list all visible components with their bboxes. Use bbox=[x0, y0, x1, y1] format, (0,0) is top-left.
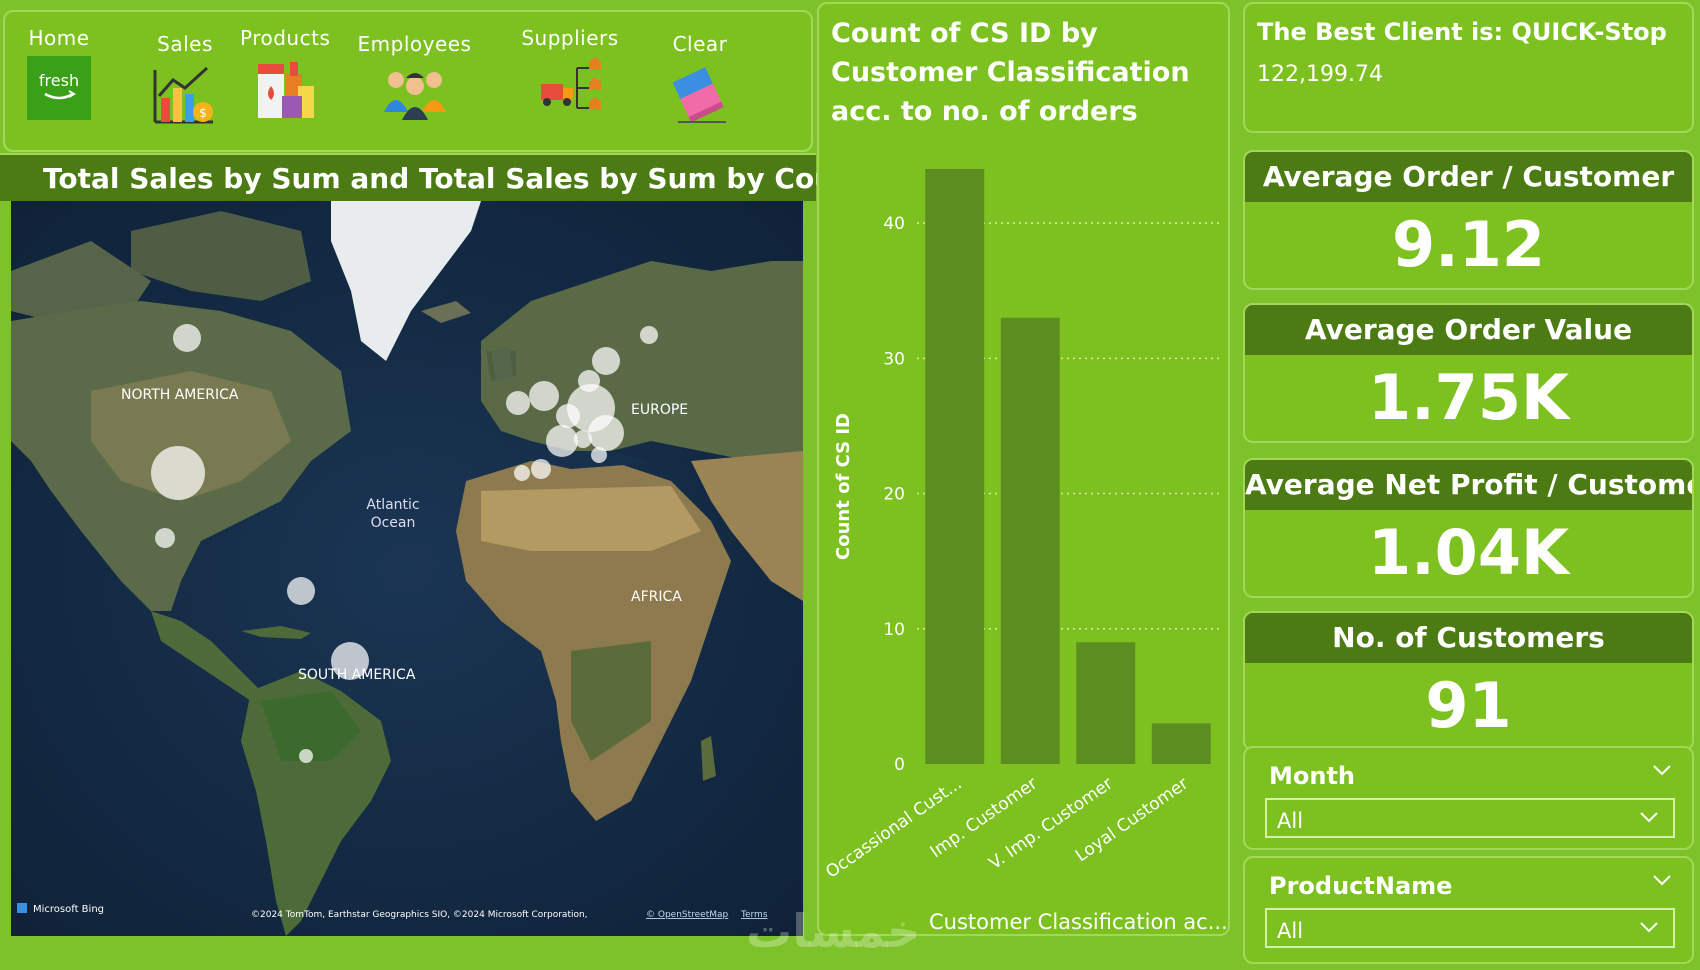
africa-land bbox=[456, 461, 731, 821]
sales-bubble[interactable] bbox=[299, 749, 313, 763]
best-client-value: 122,199.74 bbox=[1257, 62, 1383, 87]
month-slicer-label: Month bbox=[1269, 762, 1356, 790]
watermark-text: خمسات bbox=[746, 904, 921, 958]
chart-bar[interactable] bbox=[925, 169, 985, 764]
fresh-logo-icon: fresh bbox=[27, 56, 91, 120]
chart-bar[interactable] bbox=[1000, 317, 1060, 764]
sales-bubble[interactable] bbox=[514, 465, 530, 481]
kpi-label: No. of Customers bbox=[1245, 613, 1692, 663]
chart-y-tick-label: 30 bbox=[883, 349, 905, 369]
kpi-card-avg-order-customer: Average Order / Customer 9.12 bbox=[1243, 150, 1694, 290]
productname-dropdown-value: All bbox=[1277, 919, 1304, 943]
sales-bubble[interactable] bbox=[173, 324, 201, 352]
chevron-down-icon[interactable] bbox=[1652, 874, 1672, 886]
nav-products-button[interactable]: Products bbox=[240, 26, 330, 122]
nav-clear-button[interactable]: Clear bbox=[665, 32, 735, 126]
map-title: Total Sales by Sum and Total Sales by Su… bbox=[43, 162, 900, 195]
chart-y-tick-label: 0 bbox=[894, 755, 905, 775]
productname-slicer-label: ProductName bbox=[1269, 872, 1453, 900]
map-attribution: ©2024 TomTom, Earthstar Geographics SIO,… bbox=[251, 910, 588, 920]
nav-sales-button[interactable]: Sales $ bbox=[150, 32, 220, 126]
chart-title: Count of CS ID by Customer Classificatio… bbox=[831, 18, 1190, 127]
sales-bubble[interactable] bbox=[591, 447, 607, 463]
chart-x-tick-label: Occassional Cust... bbox=[822, 774, 965, 883]
world-map[interactable]: NORTH AMERICA EUROPE Atlantic Ocean AFRI… bbox=[11, 201, 803, 936]
navigation-panel: Home fresh Sales $ Products bbox=[3, 10, 813, 152]
classification-chart-panel: 0 10 20 30 40 Occassional Cust... Imp. Custom… bbox=[817, 2, 1230, 936]
label-atlantic: Atlantic bbox=[366, 497, 419, 513]
sales-bubble[interactable] bbox=[588, 415, 624, 451]
nav-products-label: Products bbox=[240, 26, 331, 50]
sales-bubbles bbox=[151, 324, 658, 763]
label-north-america: NORTH AMERICA bbox=[121, 387, 239, 403]
chevron-down-icon bbox=[1640, 922, 1658, 933]
terms-link[interactable]: Terms bbox=[740, 910, 768, 920]
chart-y-tick-label: 10 bbox=[883, 620, 905, 640]
sales-chart-icon: $ bbox=[153, 66, 213, 124]
sales-bubble[interactable] bbox=[556, 404, 580, 428]
products-icon bbox=[258, 62, 314, 118]
label-ocean: Ocean bbox=[371, 515, 416, 531]
productname-slicer: ProductName All bbox=[1243, 856, 1694, 964]
sales-bubble[interactable] bbox=[506, 391, 530, 415]
chart-y-tick-label: 20 bbox=[883, 485, 905, 505]
svg-text:fresh: fresh bbox=[39, 71, 79, 90]
best-client-title: The Best Client is: QUICK-Stop bbox=[1257, 18, 1667, 46]
kpi-card-avg-order-value: Average Order Value 1.75K bbox=[1243, 303, 1694, 443]
sales-bubble[interactable] bbox=[640, 326, 658, 344]
nav-home-label: Home bbox=[28, 26, 90, 50]
chart-bar[interactable] bbox=[1151, 723, 1211, 764]
chart-y-tick-label: 40 bbox=[883, 214, 905, 234]
nav-home-button[interactable]: Home fresh bbox=[25, 26, 93, 120]
chart-x-axis-title: Customer Classification ac... bbox=[929, 910, 1228, 934]
chevron-down-icon[interactable] bbox=[1652, 764, 1672, 776]
nav-employees-button[interactable]: Employees bbox=[357, 32, 472, 122]
kpi-label: Average Order Value bbox=[1245, 305, 1692, 355]
kpi-card-no-customers: No. of Customers 91 bbox=[1243, 611, 1694, 751]
sales-bubble[interactable] bbox=[529, 381, 559, 411]
sales-bubble[interactable] bbox=[331, 642, 369, 680]
month-dropdown[interactable]: All bbox=[1265, 798, 1675, 838]
month-dropdown-value: All bbox=[1277, 809, 1304, 833]
map-attribution-bing: Microsoft Bing bbox=[33, 904, 104, 915]
suppliers-icon bbox=[541, 57, 601, 110]
chart-bar[interactable] bbox=[1076, 642, 1136, 764]
sales-bubble[interactable] bbox=[592, 347, 620, 375]
sales-bubble[interactable] bbox=[546, 425, 578, 457]
kpi-value: 91 bbox=[1425, 669, 1512, 742]
kpi-value: 1.75K bbox=[1367, 361, 1569, 434]
openstreetmap-link[interactable]: © OpenStreetMap bbox=[646, 910, 729, 920]
chart-x-tick-label: V. Imp. Customer bbox=[986, 774, 1117, 874]
eraser-icon bbox=[672, 67, 726, 123]
nav-suppliers-label: Suppliers bbox=[521, 26, 619, 50]
employees-icon bbox=[383, 72, 446, 120]
label-europe: EUROPE bbox=[631, 402, 688, 418]
nav-sales-label: Sales bbox=[157, 32, 213, 56]
kpi-value: 1.04K bbox=[1367, 516, 1569, 589]
greenland-land bbox=[331, 201, 481, 361]
label-africa: AFRICA bbox=[631, 589, 682, 605]
bing-logo-icon bbox=[17, 903, 27, 913]
nav-clear-label: Clear bbox=[672, 32, 728, 56]
chart-y-axis-title: Count of CS ID bbox=[833, 413, 854, 560]
nav-suppliers-button[interactable]: Suppliers bbox=[520, 26, 620, 116]
sales-bubble[interactable] bbox=[151, 446, 205, 500]
kpi-card-avg-net-profit: Average Net Profit / Customer 1.04K bbox=[1243, 458, 1694, 598]
svg-text:$: $ bbox=[199, 106, 207, 120]
sales-bubble[interactable] bbox=[155, 528, 175, 548]
sales-bubble[interactable] bbox=[287, 577, 315, 605]
kpi-label: Average Net Profit / Customer bbox=[1245, 460, 1692, 510]
map-svg: NORTH AMERICA EUROPE Atlantic Ocean AFRI… bbox=[11, 201, 803, 936]
nav-employees-label: Employees bbox=[357, 32, 472, 56]
sales-bubble[interactable] bbox=[531, 459, 551, 479]
map-title-bar: Total Sales by Sum and Total Sales by Su… bbox=[0, 153, 900, 201]
kpi-label: Average Order / Customer bbox=[1245, 152, 1692, 202]
month-slicer: Month All bbox=[1243, 746, 1694, 850]
chevron-down-icon bbox=[1640, 812, 1658, 823]
productname-dropdown[interactable]: All bbox=[1265, 908, 1675, 948]
best-client-card: The Best Client is: QUICK-Stop 122,199.7… bbox=[1243, 2, 1694, 133]
kpi-value: 9.12 bbox=[1392, 208, 1545, 281]
sales-bubble[interactable] bbox=[574, 430, 592, 448]
